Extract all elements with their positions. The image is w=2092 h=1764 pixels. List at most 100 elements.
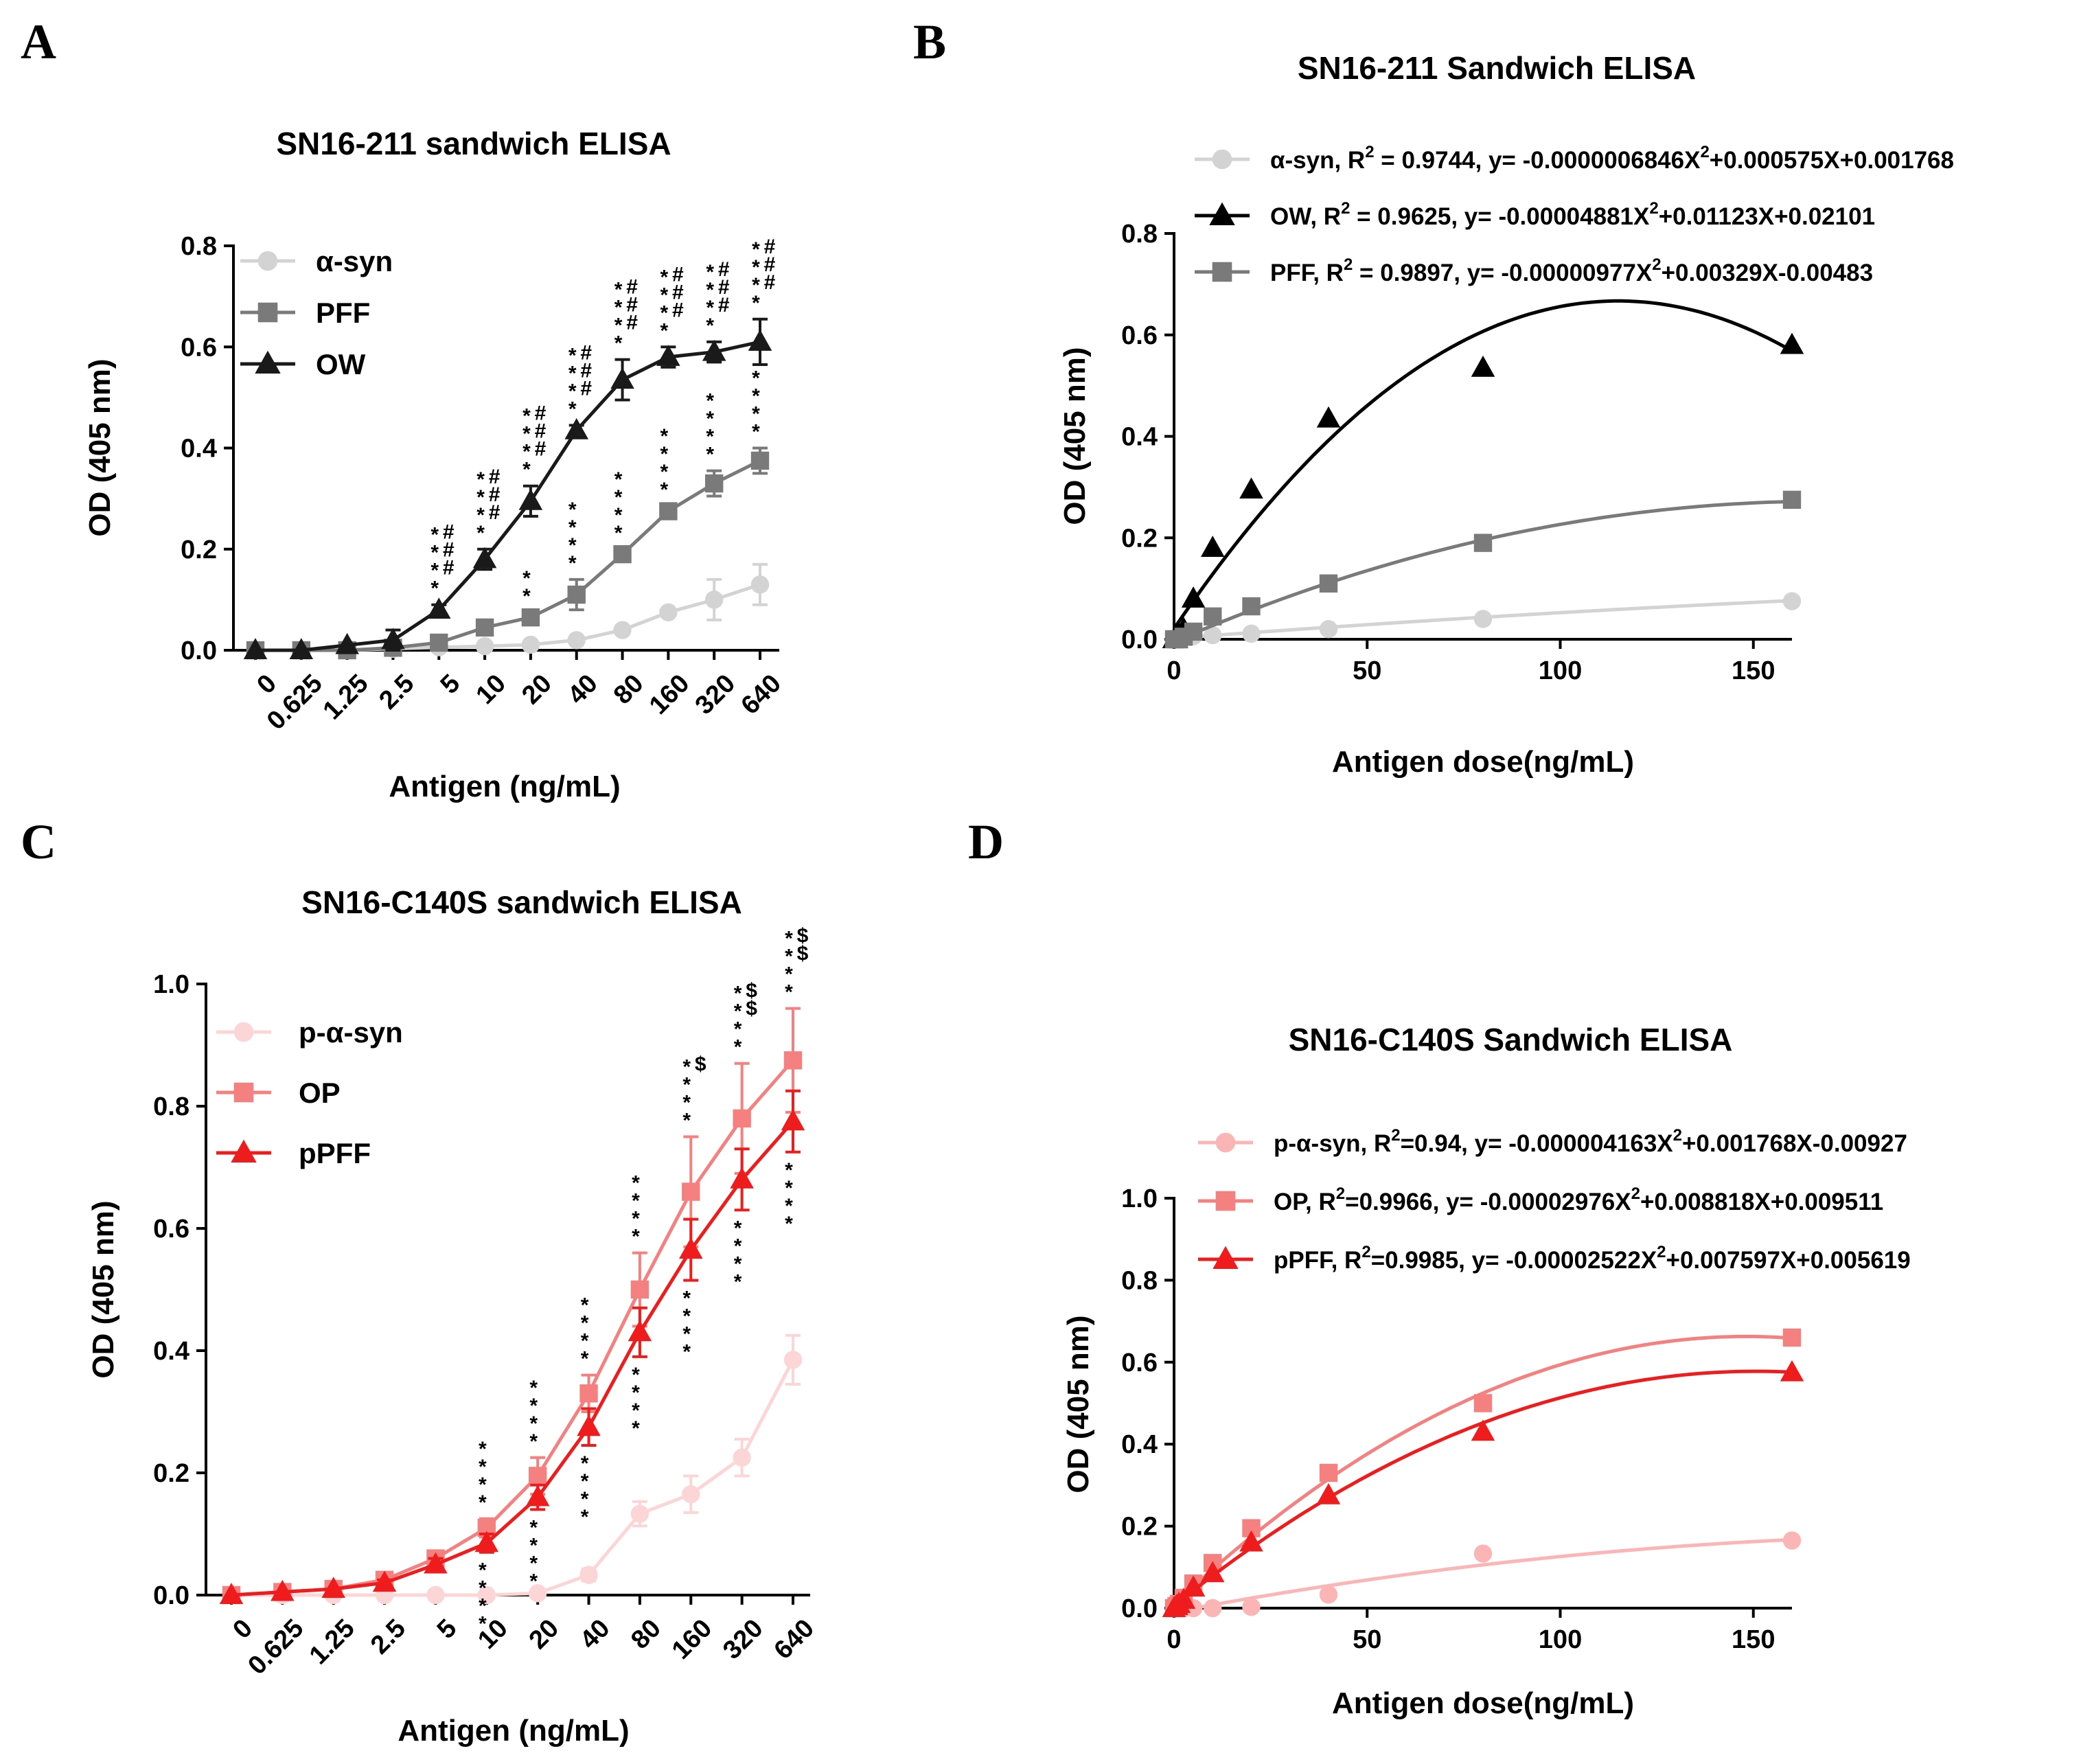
data-point (424, 1552, 448, 1574)
significance-star: * (529, 1534, 538, 1557)
significance-annotation: * $* $** (734, 980, 758, 1059)
significance-star: * (734, 1018, 742, 1041)
series-line (255, 459, 761, 652)
chart-title: SN16-211 Sandwich ELISA (1298, 50, 1696, 86)
x-tick-label: 100 (1539, 656, 1582, 685)
data-point (1184, 622, 1203, 641)
significance-star: * (785, 946, 793, 968)
significance-mark: # (535, 438, 547, 461)
significance-star: * (529, 1430, 538, 1453)
significance-annotation: **** (660, 425, 669, 501)
panel-c: C SN16-C140S sandwich ELISA Antigen (ng/mL… (21, 814, 820, 1748)
data-point (528, 1584, 547, 1603)
significance-star: * (430, 577, 439, 600)
significance-star: * (660, 479, 669, 501)
fit-curve (1174, 1537, 1793, 1610)
data-point (426, 1585, 445, 1605)
series-p-syn (1164, 1531, 1802, 1618)
significance-star: * (529, 1377, 538, 1399)
x-tick-label: 160 (667, 1614, 718, 1665)
significance-star: * (660, 266, 669, 288)
data-point (1181, 586, 1206, 608)
panel-label: B (913, 14, 946, 69)
data-point (1473, 1394, 1493, 1412)
x-tick-label: 0.625 (242, 1614, 309, 1680)
significance-annotation: * $*** (682, 1053, 706, 1132)
legend-entry-p-syn: p-α-syn (299, 1016, 403, 1049)
significance-star: * (614, 332, 623, 355)
significance-star: * (706, 444, 714, 466)
significance-star: * (568, 362, 577, 385)
y-tick-label: 0.6 (181, 333, 217, 362)
data-point (702, 339, 726, 361)
legend-marker (255, 350, 281, 374)
significance-annotation: **** (752, 367, 760, 444)
data-point (1782, 1328, 1802, 1347)
legend-text-part: +0.007597X+0.005619 (1666, 1247, 1911, 1274)
significance-star: * (529, 1570, 538, 1592)
significance-annotation: **** (706, 390, 714, 466)
significance-star: * (476, 522, 485, 545)
significance-star: * (568, 398, 577, 420)
significance-annotation: * #* #* #* (614, 276, 639, 355)
significance-star: * (660, 443, 669, 466)
significance-mark: # (764, 236, 776, 258)
legend: p-α-syn, R2=0.94, y= -0.000004163X2+0.00… (1198, 1126, 1911, 1274)
significance-mark: # (672, 299, 684, 321)
significance-mark: # (535, 420, 547, 443)
legend-text-part: =0.9966, y= -0.00002976X (1345, 1189, 1631, 1215)
legend-entry-pff: PFF (316, 297, 370, 329)
y-axis-label: OD (405 nm) (87, 1200, 120, 1378)
data-point (704, 591, 724, 609)
series-ppff (219, 1089, 805, 1604)
significance-mark: # (718, 276, 730, 299)
data-point (1242, 624, 1261, 643)
data-point (1319, 1463, 1338, 1482)
legend-text-part: = 0.9897, y= -0.00000977X (1353, 260, 1653, 286)
legend-marker (233, 1082, 254, 1103)
significance-mark: # (718, 258, 730, 281)
y-tick-label: 0.2 (181, 536, 217, 564)
data-point (1319, 620, 1338, 639)
data-point (1471, 1419, 1495, 1441)
series-line (255, 340, 761, 652)
significance-annotation: **** (632, 1364, 640, 1440)
y-axis-label: OD (405 nm) (83, 358, 117, 536)
significance-star: * (430, 524, 439, 547)
significance-mark: # (580, 359, 592, 382)
x-tick-label: 0 (227, 1614, 258, 1645)
data-point (525, 1485, 550, 1507)
y-tick-label: 0.6 (153, 1215, 189, 1244)
significance-mark: $ (797, 943, 809, 965)
significance-star: * (568, 380, 577, 402)
data-point (781, 1109, 805, 1131)
data-point (1242, 597, 1261, 616)
data-point (1471, 355, 1495, 377)
legend-text-part: = 0.9625, y= -0.00004881X (1350, 203, 1650, 230)
significance-star: * (682, 1074, 691, 1097)
superscript: 2 (1336, 1184, 1345, 1203)
data-point (426, 597, 451, 619)
significance-star: * (581, 1348, 589, 1371)
y-axis-label: OD (405 nm) (1058, 347, 1092, 525)
y-tick-label: 0.0 (153, 1581, 189, 1610)
y-tick-label: 0.4 (1121, 423, 1158, 452)
significance-annotation: * #* #* #* (476, 466, 501, 545)
significance-star: * (682, 1092, 691, 1114)
series-line (231, 1359, 795, 1597)
legend-text-part: PFF, R (1270, 260, 1344, 286)
significance-annotation: * #* #* #* (660, 263, 685, 342)
legend-entry-op: OP, R2=0.9966, y= -0.00002976X2+0.008818… (1274, 1184, 1883, 1215)
data-point (613, 545, 632, 564)
data-point (1473, 610, 1493, 628)
y-tick-label: 0.2 (1121, 1513, 1158, 1542)
fit-curve (1173, 1334, 1793, 1606)
legend-text-part: +0.000575X+0.001768 (1710, 147, 1954, 174)
significance-star: * (479, 1491, 487, 1514)
significance-annotation: * #* #* #* (706, 258, 730, 337)
y-tick-label: 0.6 (1121, 1349, 1158, 1377)
significance-star: * (476, 504, 485, 527)
significance-star: * (614, 314, 623, 337)
significance-star: * (706, 426, 714, 448)
significance-mark: # (580, 341, 592, 364)
